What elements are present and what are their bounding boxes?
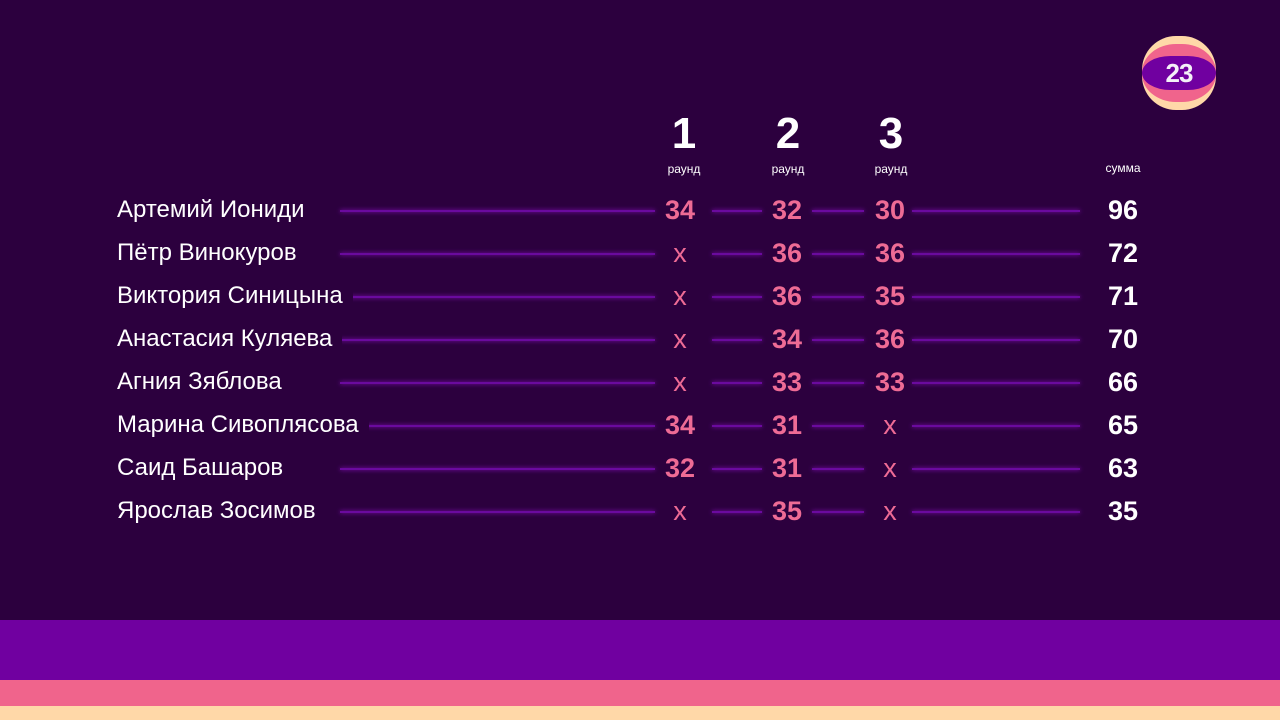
round-3-header: 3 раунд [851,109,931,177]
row-divider-line [340,382,655,384]
row-divider-line [340,253,655,255]
round-3-score: 33 [874,367,906,397]
round-1-score: x [673,324,687,354]
round-1-score: x [673,367,687,397]
row-divider-line [812,511,864,513]
row-divider-line [812,425,864,427]
total-score: 70 [1107,324,1139,354]
row-divider-line [912,425,1080,427]
row-divider-line [912,253,1080,255]
row-divider-line [712,210,762,212]
logo-number: 23 [1165,58,1194,88]
row-divider-line [812,468,864,470]
round-3-score: x [883,453,897,483]
row-divider-line [340,425,655,427]
round-3-score: 35 [874,281,906,311]
round-2-score: 34 [771,324,803,354]
row-divider-line [340,339,655,341]
round-1-score: 34 [664,410,696,440]
row-divider-line [712,425,762,427]
logo-band-purple [1142,56,1216,90]
row-divider-line [812,253,864,255]
row-divider-line [812,210,864,212]
stripe-pink [0,680,1280,706]
round-1-score: 32 [664,453,696,483]
row-divider-line [812,339,864,341]
stripe-cream [0,706,1280,720]
round-2-score: 32 [771,195,803,225]
row-divider-line [912,468,1080,470]
round-number: 2 [775,109,801,158]
table-row: Агния Зяблова x 33 33 66 [0,362,1280,402]
row-divider-line [712,382,762,384]
participant-name: Саид Башаров [117,448,294,488]
total-score: 71 [1107,281,1139,311]
participant-name: Виктория Синицына [117,276,353,316]
round-3-score: 30 [874,195,906,225]
round-number: 1 [671,109,697,158]
round-label: раунд [667,162,701,176]
row-divider-line [340,511,655,513]
round-2-score: 31 [771,410,803,440]
round-1-score: x [673,496,687,526]
total-score: 65 [1107,410,1139,440]
total-score: 63 [1107,453,1139,483]
round-2-score: 33 [771,367,803,397]
round-number: 3 [878,109,904,158]
total-score: 66 [1107,367,1139,397]
round-2-score: 36 [771,281,803,311]
row-divider-line [340,468,655,470]
table-row: Пётр Винокуров x 36 36 72 [0,233,1280,273]
sum-header: сумма [1105,161,1141,175]
round-2-score: 36 [771,238,803,268]
table-row: Саид Башаров 32 31 x 63 [0,448,1280,488]
round-1-score: x [673,238,687,268]
round-label: раунд [874,162,908,176]
row-divider-line [912,339,1080,341]
total-score: 96 [1107,195,1139,225]
row-divider-line [912,296,1080,298]
total-score: 35 [1107,496,1139,526]
row-divider-line [812,296,864,298]
row-divider-line [340,296,655,298]
participant-name: Ярослав Зосимов [117,491,326,531]
round-1-score: x [673,281,687,311]
row-divider-line [712,468,762,470]
stripe-purple [0,620,1280,680]
round-3-score: x [883,410,897,440]
table-row: Марина Сивоплясова 34 31 x 65 [0,405,1280,445]
participant-name: Артемий Иониди [117,190,315,230]
row-divider-line [340,210,655,212]
round-label: раунд [771,162,805,176]
round-3-score: 36 [874,238,906,268]
total-score: 72 [1107,238,1139,268]
table-row: Анастасия Куляева x 34 36 70 [0,319,1280,359]
row-divider-line [712,253,762,255]
participant-name: Марина Сивоплясова [117,405,369,445]
round-1-score: 34 [664,195,696,225]
table-row: Ярослав Зосимов x 35 x 35 [0,491,1280,531]
round-3-score: x [883,496,897,526]
round-2-header: 2 раунд [748,109,828,177]
row-divider-line [812,382,864,384]
row-divider-line [712,511,762,513]
table-row: Виктория Синицына x 36 35 71 [0,276,1280,316]
participant-name: Анастасия Куляева [117,319,343,359]
row-divider-line [912,210,1080,212]
row-divider-line [912,382,1080,384]
round-2-score: 35 [771,496,803,526]
channel-logo: 23 [1142,36,1216,110]
row-divider-line [712,296,762,298]
table-row: Артемий Иониди 34 32 30 96 [0,190,1280,230]
round-1-header: 1 раунд [644,109,724,177]
row-divider-line [912,511,1080,513]
round-2-score: 31 [771,453,803,483]
participant-name: Агния Зяблова [117,362,292,402]
participant-name: Пётр Винокуров [117,233,307,273]
round-3-score: 36 [874,324,906,354]
row-divider-line [712,339,762,341]
